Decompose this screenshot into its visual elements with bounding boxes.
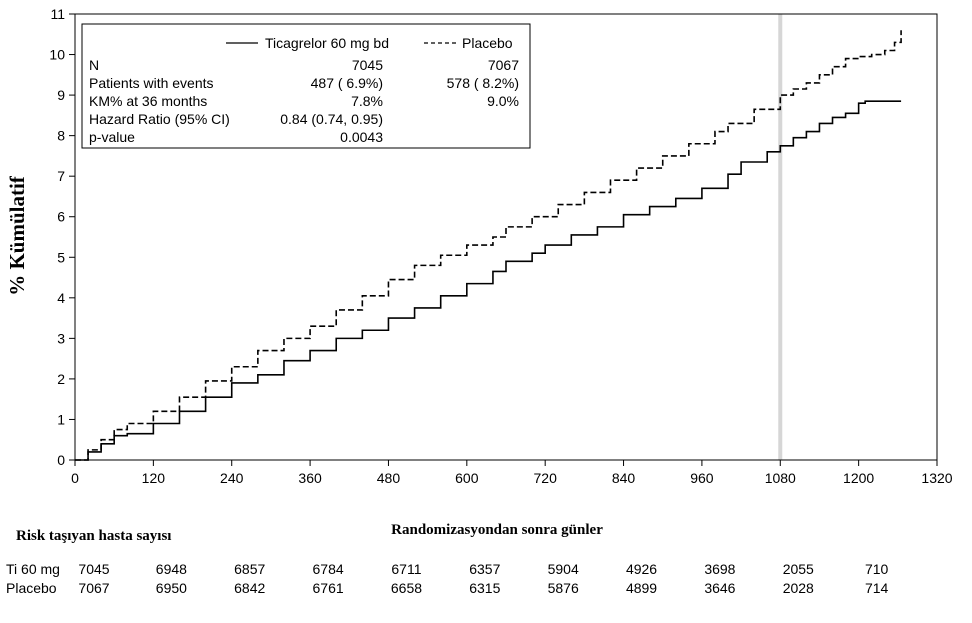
y-tick-label: 5 bbox=[57, 249, 65, 265]
risk-value: 3646 bbox=[704, 580, 735, 596]
stats-row-label: Patients with events bbox=[89, 75, 214, 91]
axes: 0 1 2 3 4 5 6 7 8 9 10 11 0 120 240 360 480 600 720 840 960 1… bbox=[49, 6, 952, 486]
risk-row-label: Ti 60 mg bbox=[6, 561, 60, 577]
y-tick-label: 7 bbox=[57, 168, 65, 184]
y-tick-label: 4 bbox=[57, 290, 65, 306]
y-tick-label: 0 bbox=[57, 452, 65, 468]
stats-ticagrelor-value: 0.0043 bbox=[340, 129, 383, 145]
y-tick-label: 3 bbox=[57, 330, 65, 346]
stats-row-label: KM% at 36 months bbox=[89, 93, 207, 109]
x-tick-label: 1320 bbox=[921, 470, 952, 486]
y-axis-label: % Kümülatif bbox=[5, 175, 29, 296]
risk-value: 710 bbox=[865, 561, 889, 577]
risk-value: 6857 bbox=[234, 561, 265, 577]
risk-value: 6950 bbox=[156, 580, 187, 596]
y-tick-label: 11 bbox=[50, 6, 65, 22]
legend-ticagrelor-label: Ticagrelor 60 mg bd bbox=[265, 35, 389, 51]
stats-row-label: Hazard Ratio (95% CI) bbox=[89, 111, 230, 127]
x-tick-label: 360 bbox=[298, 470, 322, 486]
risk-value: 4926 bbox=[626, 561, 657, 577]
x-tick-label: 120 bbox=[142, 470, 166, 486]
y-tick-label: 9 bbox=[57, 87, 65, 103]
stats-row-label: N bbox=[89, 57, 99, 73]
stats-table: N 7045 7067 Patients with events 487 ( 6.9%)… bbox=[89, 57, 519, 145]
risk-value: 3698 bbox=[704, 561, 735, 577]
risk-table: Ti 60 mg 7045 6948 6857 6784 6711 6357 5904 4926… bbox=[6, 561, 889, 596]
y-tick-label: 2 bbox=[57, 371, 65, 387]
stats-placebo-value: 9.0% bbox=[487, 93, 519, 109]
ticagrelor-series-line bbox=[75, 100, 902, 461]
placebo-series-line bbox=[75, 30, 902, 461]
risk-value: 5904 bbox=[548, 561, 579, 577]
stats-placebo-value: 7067 bbox=[488, 57, 519, 73]
legend-frame bbox=[81, 23, 531, 149]
legend-placebo-label: Placebo bbox=[462, 35, 513, 51]
risk-value: 714 bbox=[865, 580, 889, 596]
x-tick-label: 840 bbox=[612, 470, 636, 486]
risk-value: 4899 bbox=[626, 580, 657, 596]
x-tick-label: 1080 bbox=[765, 470, 796, 486]
risk-value: 2055 bbox=[783, 561, 814, 577]
y-tick-label: 10 bbox=[49, 47, 65, 63]
stats-placebo-value: 578 ( 8.2%) bbox=[447, 75, 519, 91]
x-tick-label: 1200 bbox=[843, 470, 874, 486]
stats-ticagrelor-value: 7045 bbox=[352, 57, 383, 73]
x-tick-label: 960 bbox=[690, 470, 714, 486]
stats-ticagrelor-value: 0.84 (0.74, 0.95) bbox=[280, 111, 383, 127]
series-lines bbox=[75, 30, 902, 461]
x-tick-label: 600 bbox=[455, 470, 479, 486]
stats-ticagrelor-value: 7.8% bbox=[351, 93, 383, 109]
risk-value: 6761 bbox=[313, 580, 344, 596]
risk-value: 6357 bbox=[469, 561, 500, 577]
stats-row-label: p-value bbox=[89, 129, 135, 145]
risk-value: 6315 bbox=[469, 580, 500, 596]
y-tick-label: 8 bbox=[57, 128, 65, 144]
y-tick-label: 1 bbox=[57, 411, 65, 427]
plot-frame bbox=[74, 13, 938, 461]
risk-value: 6948 bbox=[156, 561, 187, 577]
x-tick-label: 480 bbox=[377, 470, 401, 486]
x-tick-label: 720 bbox=[534, 470, 558, 486]
stats-ticagrelor-value: 487 ( 6.9%) bbox=[311, 75, 383, 91]
risk-value: 7067 bbox=[78, 580, 109, 596]
risk-table-title: Risk taşıyan hasta sayısı bbox=[16, 528, 171, 544]
risk-value: 6658 bbox=[391, 580, 422, 596]
risk-row-label: Placebo bbox=[6, 580, 57, 596]
risk-value: 6711 bbox=[391, 561, 421, 577]
x-axis-label: Randomizasyondan sonra günler bbox=[391, 522, 603, 538]
risk-value: 7045 bbox=[78, 561, 109, 577]
y-tick-label: 6 bbox=[57, 209, 65, 225]
x-tick-label: 240 bbox=[220, 470, 244, 486]
risk-value: 5876 bbox=[548, 580, 579, 596]
risk-value: 6784 bbox=[313, 561, 344, 577]
risk-value: 6842 bbox=[234, 580, 265, 596]
legend-stats-box: Ticagrelor 60 mg bd Placebo N 7045 7067 Pat… bbox=[81, 23, 531, 149]
risk-value: 2028 bbox=[783, 580, 814, 596]
x-tick-label: 0 bbox=[71, 470, 79, 486]
